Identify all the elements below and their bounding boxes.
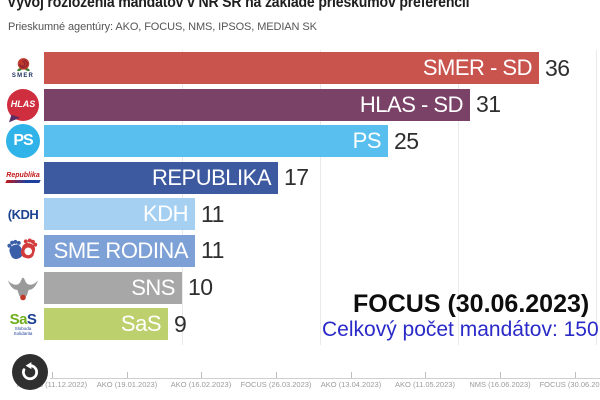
bar-value-sme-rodina: 11 (201, 237, 224, 264)
sas-logo-subtext: Sloboda Solidarita (13, 325, 33, 337)
sas-logo-text-blue: S (26, 310, 37, 328)
ps-logo: PS (2, 123, 44, 159)
bar-row-hlas: HLAS HLAS - SD 31 (0, 87, 600, 125)
smer-logo-text: SMER (11, 73, 35, 79)
bar-sas: SaS (44, 308, 168, 341)
bar-label-sns: SNS (131, 274, 175, 300)
bar-label-hlas: HLAS - SD (359, 91, 464, 117)
bar-sme-rodina: SME RODINA (44, 234, 195, 267)
bar-label-sme-rodina: SME RODINA (53, 237, 189, 263)
timeline-tick (52, 372, 53, 378)
timeline-label: FOCUS (30.06.2023) (539, 380, 600, 389)
timeline-tick (276, 372, 277, 378)
timeline-label: AKO (16.02.2023) (170, 380, 232, 389)
gridline-10 (182, 50, 183, 345)
timeline-tick (127, 372, 128, 378)
timeline-tick (201, 372, 202, 378)
timeline-label: NMS (16.06.2023) (469, 380, 531, 389)
sas-logo-text-green: Sa (9, 310, 28, 328)
bar-value-hlas: 31 (476, 91, 501, 118)
bar-label-kdh: KDH (143, 201, 188, 227)
bar-row-republika: Republika REPUBLIKA 17 (0, 160, 600, 196)
sas-logo: SaS Sloboda Solidarita (2, 306, 44, 342)
timeline-label: AKO (13.04.2023) (320, 380, 382, 389)
replay-button[interactable] (12, 354, 48, 390)
bar-row-ps: PS PS 25 (0, 123, 600, 159)
bar-value-republika: 17 (284, 164, 309, 191)
gridline-40 (596, 50, 597, 345)
bar-row-sas: SaS Sloboda Solidarita SaS 9 (0, 306, 600, 342)
timeline-tick (575, 372, 576, 378)
total-mandates-label: Celkový počet mandátov: 150 (322, 318, 599, 341)
timeline-axis-line (50, 378, 600, 379)
hlas-bubble-icon: HLAS (7, 88, 39, 125)
bar-kdh: KDH (44, 198, 195, 231)
bar-value-sns: 10 (188, 274, 213, 301)
bar-rows: SMER SMER - SD 36 HLAS HLAS - SD 31 PS P… (0, 52, 600, 342)
smer-logo: SMER (2, 50, 44, 86)
timeline-label: FOCUS (26.03.2023) (240, 380, 312, 389)
two-hands-icon (7, 238, 38, 260)
bar-label-sas: SaS (120, 311, 162, 337)
gridline-20 (320, 50, 321, 345)
bar-row-sme-rodina: SME RODINA 11 (0, 233, 600, 269)
page-title: Vývoj rozloženia mandátov v NR SR na zák… (7, 0, 470, 11)
bar-row-kdh: (KDH KDH 11 (0, 196, 600, 232)
smer-rose-icon (16, 58, 30, 72)
hlas-logo: HLAS (2, 87, 44, 125)
timeline-tick (351, 372, 352, 378)
current-poll-label: FOCUS (30.06.2023) (353, 290, 590, 318)
sns-logo (2, 270, 44, 306)
bar-smer: SMER - SD (44, 52, 539, 84)
republika-logo: Republika (2, 160, 44, 196)
timeline-tick (500, 372, 501, 378)
bar-row-sns: SNS 10 (0, 270, 600, 306)
bar-value-smer: 36 (545, 54, 570, 81)
eagle-icon (7, 277, 39, 300)
bar-label-smer: SMER - SD (422, 55, 533, 80)
republika-logo-text: Republika (6, 172, 40, 180)
sme-rodina-logo (2, 233, 44, 269)
ps-circle-icon: PS (6, 124, 40, 159)
bar-label-ps: PS (352, 128, 382, 154)
timeline-tick (425, 372, 426, 378)
bar-value-sas: 9 (174, 310, 187, 337)
bar-value-kdh: 11 (201, 200, 224, 227)
page-subtitle: Prieskumné agentúry: AKO, FOCUS, NMS, IP… (8, 21, 317, 33)
kdh-logo-text: (KDH (7, 206, 39, 222)
bar-republika: REPUBLIKA (44, 161, 278, 194)
sas-subtext-line2: Solidarita (13, 330, 33, 336)
ps-logo-text: PS (13, 132, 33, 150)
bar-value-ps: 25 (394, 127, 419, 154)
bar-label-republika: REPUBLIKA (152, 164, 272, 190)
sas-logo-text: SaS (10, 312, 37, 327)
bar-row-smer: SMER SMER - SD 36 (0, 52, 600, 84)
bar-sns: SNS (44, 271, 182, 304)
sas-subtext-line1: Sloboda (14, 325, 32, 331)
bar-ps: PS (44, 125, 388, 158)
replay-icon (22, 362, 38, 381)
republika-swoosh-icon (5, 180, 41, 184)
timeline-label: AKO (19.01.2023) (96, 380, 158, 389)
kdh-logo: (KDH (2, 196, 44, 232)
bar-hlas: HLAS - SD (44, 88, 470, 121)
gridline-30 (458, 50, 459, 345)
timeline-label: AKO (11.05.2023) (395, 380, 455, 389)
timeline-label: FOCUS (11.12.2022) (16, 380, 88, 389)
hlas-logo-text: HLAS (10, 99, 36, 110)
